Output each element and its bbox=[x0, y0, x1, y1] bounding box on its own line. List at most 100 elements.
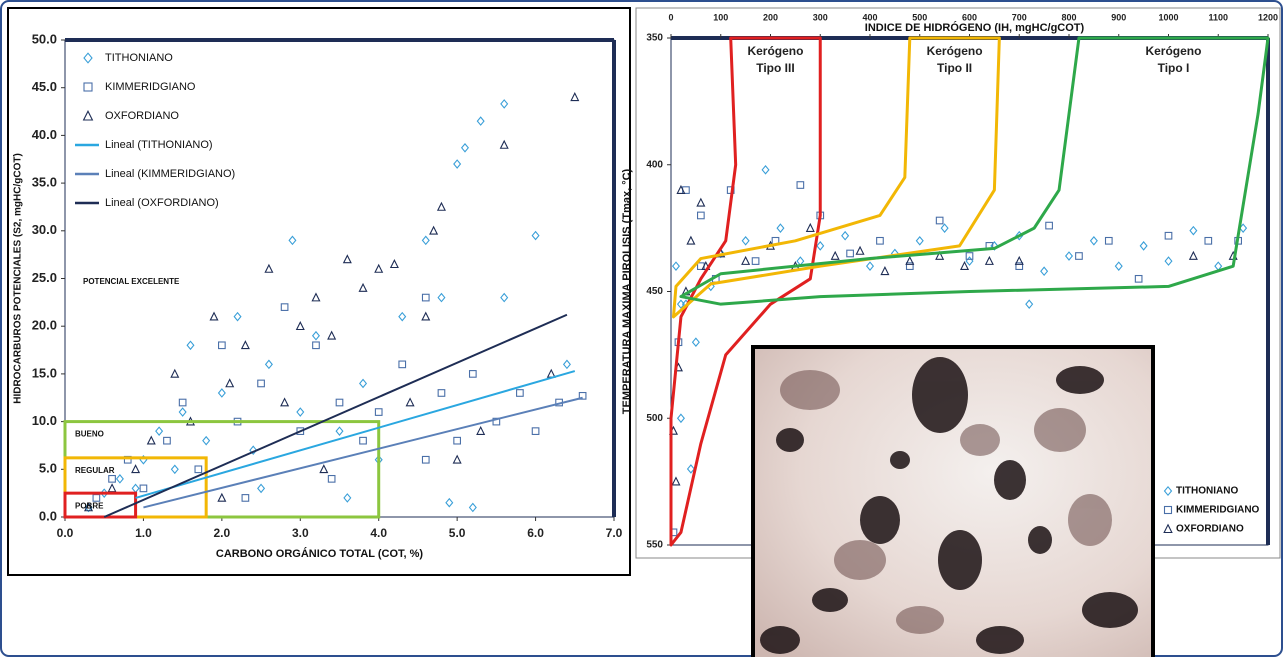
point bbox=[296, 427, 305, 435]
point bbox=[288, 235, 297, 246]
point bbox=[217, 388, 226, 398]
point bbox=[342, 254, 352, 264]
point bbox=[460, 142, 470, 153]
point bbox=[696, 211, 705, 220]
point bbox=[915, 235, 924, 246]
x-tick-label: 100 bbox=[713, 12, 728, 22]
point bbox=[319, 464, 329, 474]
x-tick-label: 700 bbox=[1012, 12, 1027, 22]
point bbox=[816, 241, 825, 251]
point bbox=[940, 223, 949, 233]
legend-label: OXFORDIANO bbox=[105, 110, 179, 122]
point bbox=[218, 341, 226, 350]
kerogen-envelope bbox=[671, 36, 1001, 319]
point bbox=[335, 398, 344, 407]
point bbox=[696, 197, 706, 207]
point bbox=[1134, 274, 1143, 283]
y-axis-title: TEMPERATURA MAXIMA PIROLISIS (Tmax, °C) bbox=[621, 168, 633, 414]
photo-particles-light bbox=[780, 370, 1112, 634]
point bbox=[209, 311, 219, 321]
point bbox=[1089, 235, 1098, 246]
point bbox=[241, 494, 250, 502]
point bbox=[436, 201, 446, 211]
point bbox=[686, 235, 696, 245]
point bbox=[1164, 256, 1173, 266]
y-tick-label: 450 bbox=[646, 286, 663, 297]
point bbox=[374, 408, 383, 416]
point bbox=[830, 250, 840, 260]
point bbox=[84, 502, 93, 513]
point bbox=[358, 282, 368, 292]
kerogen-label: Tipo III bbox=[756, 61, 794, 75]
point bbox=[691, 337, 700, 348]
annotation: POTENCIAL EXCELENTE bbox=[83, 277, 180, 286]
point bbox=[170, 464, 179, 475]
legend-marker bbox=[82, 109, 94, 121]
point bbox=[671, 476, 681, 486]
point bbox=[468, 502, 477, 513]
point bbox=[327, 330, 337, 340]
point bbox=[865, 261, 875, 271]
point bbox=[429, 225, 439, 235]
point bbox=[761, 165, 770, 175]
point bbox=[846, 249, 854, 258]
point bbox=[984, 255, 994, 265]
y-tick-label: 400 bbox=[646, 159, 663, 170]
point bbox=[1064, 251, 1074, 261]
point bbox=[1045, 221, 1053, 230]
y-tick-label: 10.0 bbox=[32, 413, 57, 428]
point bbox=[343, 493, 352, 503]
point bbox=[741, 235, 750, 246]
point bbox=[84, 502, 94, 512]
left-frame bbox=[7, 7, 631, 576]
legend-label: KIMMERIDGIANO bbox=[1176, 505, 1260, 516]
x-tick-label: 300 bbox=[813, 12, 828, 22]
point bbox=[311, 330, 320, 341]
x-tick-label: 1.0 bbox=[135, 526, 152, 540]
x-tick-label: 2.0 bbox=[214, 526, 231, 540]
x-axis-title: CARBONO ORGÁNICO TOTAL (COT, %) bbox=[216, 547, 424, 560]
point bbox=[233, 311, 242, 322]
y-axis-title: HIDROCARBUROS POTENCIALES (S2, mgHC/gCOT… bbox=[13, 153, 24, 404]
point bbox=[178, 407, 187, 417]
x-tick-label: 1200 bbox=[1258, 12, 1278, 22]
trendline bbox=[135, 370, 576, 499]
point bbox=[421, 455, 430, 464]
x-tick-label: 500 bbox=[912, 12, 927, 22]
point bbox=[1040, 266, 1049, 277]
x-tick-label: 400 bbox=[862, 12, 877, 22]
legend-label: Lineal (TITHONIANO) bbox=[105, 139, 213, 151]
point bbox=[452, 454, 462, 464]
point bbox=[335, 426, 344, 436]
point bbox=[453, 159, 462, 169]
y-tick-label: 25.0 bbox=[32, 270, 57, 285]
point bbox=[327, 474, 336, 483]
legend-label: Lineal (OXFORDIANO) bbox=[105, 197, 219, 209]
y-tick-label: 15.0 bbox=[32, 365, 57, 380]
y-tick-label: 350 bbox=[646, 33, 663, 44]
point bbox=[905, 262, 914, 271]
point bbox=[146, 435, 156, 445]
point bbox=[155, 426, 164, 436]
point bbox=[676, 184, 686, 194]
x-tick-label: 600 bbox=[962, 12, 977, 22]
x-tick-label: 4.0 bbox=[370, 526, 387, 540]
point bbox=[359, 378, 368, 389]
y-tick-label: 500 bbox=[646, 413, 663, 424]
kerogen-label: Kerógeno bbox=[1145, 44, 1201, 58]
y-tick-label: 50.0 bbox=[32, 31, 57, 46]
x-tick-label: 200 bbox=[763, 12, 778, 22]
plot-area bbox=[64, 39, 615, 518]
photo bbox=[751, 345, 1155, 661]
point bbox=[516, 389, 524, 397]
legend-label: TITHONIANO bbox=[1176, 486, 1238, 497]
point bbox=[468, 370, 477, 378]
legend-label: OXFORDIANO bbox=[1176, 524, 1244, 535]
point bbox=[311, 292, 321, 302]
zone-label: REGULAR bbox=[75, 466, 115, 475]
point bbox=[1164, 231, 1173, 240]
x-tick-label: 800 bbox=[1061, 12, 1076, 22]
point bbox=[741, 255, 751, 265]
y-tick-label: 45.0 bbox=[32, 79, 57, 94]
